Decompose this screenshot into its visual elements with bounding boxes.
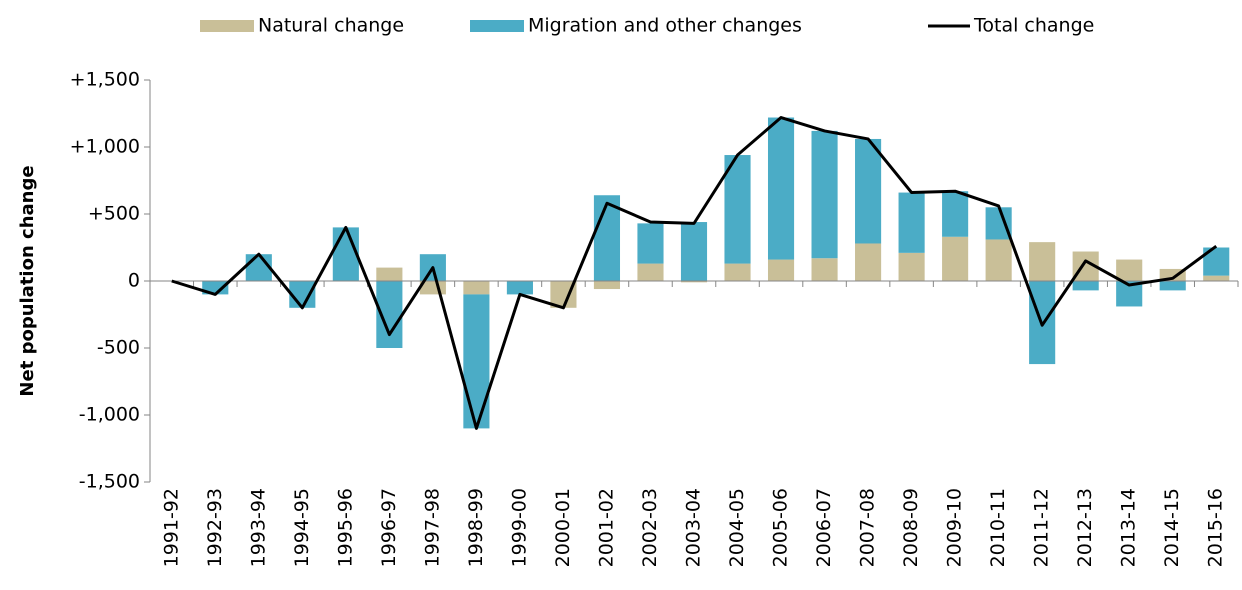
bar <box>942 191 969 237</box>
x-tick-label: 1993-94 <box>247 488 269 567</box>
y-tick-label: +1,000 <box>70 136 140 158</box>
x-tick-label: 2012-13 <box>1074 488 1096 567</box>
y-tick-label: -1,000 <box>79 404 140 426</box>
bar <box>724 155 751 264</box>
bar <box>637 263 664 281</box>
bar <box>593 195 621 281</box>
y-axis-title: Net population change <box>17 165 38 396</box>
x-tick-label: 2007-08 <box>857 488 879 567</box>
x-tick-label: 1995-96 <box>334 488 356 567</box>
bar <box>767 259 795 281</box>
x-tick-label: 2008-09 <box>900 488 922 567</box>
y-tick-label: +1,500 <box>70 69 140 91</box>
x-tick-label: 2000-01 <box>552 488 574 567</box>
bar <box>1072 281 1099 291</box>
x-tick-label: 1998-99 <box>465 488 487 567</box>
bar <box>376 267 403 281</box>
bar <box>811 258 838 281</box>
y-tick-label: +500 <box>88 203 140 225</box>
bar <box>680 281 708 283</box>
y-tick-label: -1,500 <box>79 471 140 493</box>
x-tick-label: 2004-05 <box>726 488 748 567</box>
legend-label: Total change <box>973 15 1094 37</box>
bar <box>898 252 925 281</box>
bar <box>332 227 359 281</box>
bar <box>680 222 708 281</box>
legend-label: Migration and other changes <box>528 15 802 37</box>
x-tick-label: 2002-03 <box>639 488 661 567</box>
x-tick-label: 2014-15 <box>1161 488 1183 567</box>
x-tick-label: 1999-00 <box>508 488 530 567</box>
x-tick-label: 1994-95 <box>291 488 313 567</box>
bar <box>811 130 838 259</box>
bar <box>724 263 751 281</box>
bar <box>942 236 969 281</box>
legend-swatch <box>200 20 254 32</box>
x-tick-label: 1992-93 <box>204 488 226 567</box>
x-tick-label: 2015-16 <box>1205 488 1227 567</box>
y-tick-label: 0 <box>128 270 140 292</box>
x-tick-label: 2001-02 <box>595 488 617 567</box>
x-tick-label: 2010-11 <box>987 488 1009 567</box>
bar <box>593 281 621 290</box>
bar <box>463 294 490 429</box>
bar <box>1029 242 1056 281</box>
y-tick-label: -500 <box>97 337 140 359</box>
x-tick-label: 1991-92 <box>160 488 182 567</box>
legend-label: Natural change <box>258 15 404 37</box>
x-tick-label: 2013-14 <box>1118 488 1140 567</box>
x-tick-label: 2011-12 <box>1031 488 1053 567</box>
bar <box>855 138 882 244</box>
x-tick-label: 1997-98 <box>421 488 443 567</box>
bar <box>855 243 882 281</box>
bar <box>985 239 1012 281</box>
x-tick-label: 2005-06 <box>770 488 792 567</box>
bar <box>1203 275 1230 281</box>
bar <box>767 117 795 260</box>
bar <box>1159 281 1186 291</box>
line <box>171 116 1218 430</box>
bar <box>637 223 664 264</box>
x-tick-label: 2006-07 <box>813 488 835 567</box>
x-tick-label: 2009-10 <box>944 488 966 567</box>
bar <box>245 254 272 281</box>
bar <box>463 281 490 295</box>
bar <box>1116 259 1143 281</box>
bar <box>506 281 533 295</box>
legend-swatch <box>470 20 524 32</box>
x-tick-label: 2003-04 <box>683 488 705 567</box>
bar <box>898 192 925 253</box>
x-tick-label: 1996-97 <box>378 488 400 567</box>
